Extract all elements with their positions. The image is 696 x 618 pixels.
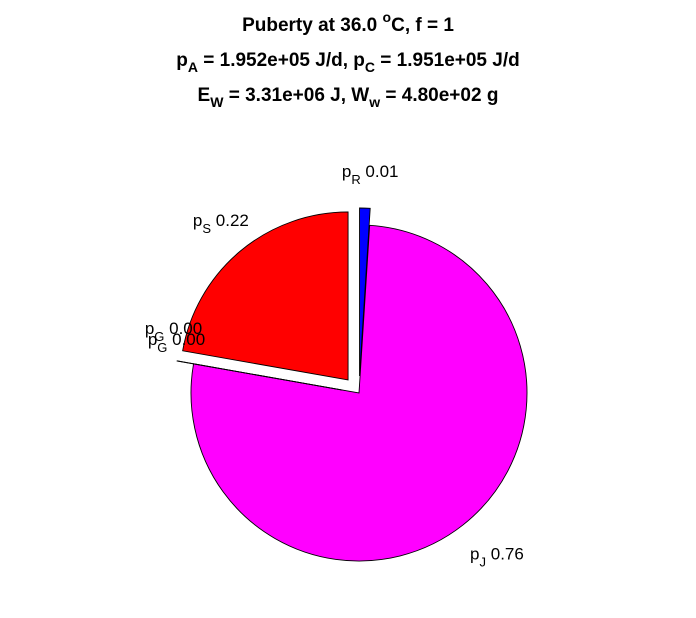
pie-slice-pJ xyxy=(190,224,528,562)
chart-title: Puberty at 36.0 oC, f = 1 pA = 1.952e+05 … xyxy=(176,9,519,110)
pie-slices xyxy=(176,207,528,562)
pie-slice-pS xyxy=(182,211,349,381)
pie-slice-pG2 xyxy=(176,360,343,391)
title-line-1: Puberty at 36.0 oC, f = 1 xyxy=(242,9,454,36)
pie-slice-pR xyxy=(359,207,371,377)
slice-label-pJ: pJ 0.76 xyxy=(470,545,524,570)
slice-label-pS: pS 0.22 xyxy=(193,211,249,236)
title-line-3: EW = 3.31e+06 J, Ww = 4.80e+02 g xyxy=(198,85,499,110)
slice-label-pG: pG 0.00 xyxy=(145,319,202,344)
slice-label-pR: pR 0.01 xyxy=(342,162,399,187)
slice-label-pG2: pG 0.00 xyxy=(148,330,205,355)
title-line-2: pA = 1.952e+05 J/d, pC = 1.951e+05 J/d xyxy=(176,50,519,75)
